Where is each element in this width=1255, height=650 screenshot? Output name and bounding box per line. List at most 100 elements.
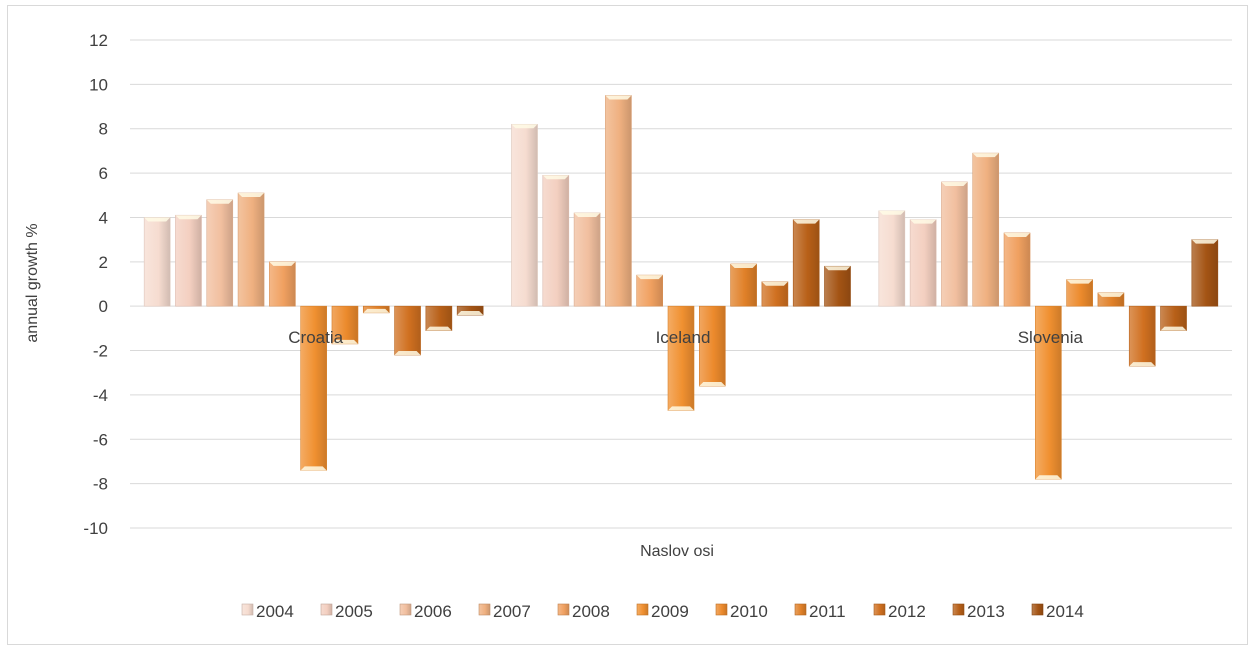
bar-cap (761, 281, 788, 286)
bar (878, 210, 906, 307)
bar-iceland-2009 (667, 305, 695, 411)
bar-slovenia-2010 (1066, 279, 1093, 307)
bar-cap (910, 219, 937, 224)
bar-cap (511, 124, 538, 129)
legend-swatch (715, 603, 728, 616)
legend-label: 2006 (414, 602, 452, 621)
bar-slovenia-2008 (1003, 232, 1031, 307)
legend-swatch (952, 603, 965, 616)
bar-cap (331, 339, 358, 344)
bar (511, 123, 538, 307)
y-tick-label: 0 (99, 297, 108, 316)
bar-cap (1066, 279, 1093, 284)
legend-label: 2014 (1046, 602, 1084, 621)
bar-cap (668, 406, 694, 411)
legend-swatch (557, 603, 570, 616)
y-tick-label: 4 (99, 208, 108, 227)
bar-croatia-2007 (237, 192, 265, 307)
legend-label: 2013 (967, 602, 1005, 621)
bar-cap (878, 210, 905, 215)
bar (573, 212, 601, 307)
legend-label: 2012 (888, 602, 926, 621)
legend-item-2014: 2014 (1031, 602, 1084, 621)
y-tick-label: 8 (99, 120, 108, 139)
legend-item-2010: 2010 (715, 602, 768, 621)
category-label: Croatia (288, 328, 343, 347)
bar-cap (824, 266, 851, 271)
legend: 2004 2005 2006 2007 2008 2009 2010 2011 2012 2013… (241, 602, 1084, 621)
legend-label: 2004 (256, 602, 294, 621)
bar-cap (144, 217, 171, 222)
bar-iceland-2014 (824, 265, 851, 307)
legend-item-2007: 2007 (478, 602, 531, 621)
bar (206, 199, 234, 307)
legend-item-2004: 2004 (241, 602, 294, 621)
bar-iceland-2012 (761, 281, 789, 307)
bar-cap (636, 275, 663, 280)
bar (1128, 305, 1156, 367)
bar-slovenia-2014 (1191, 239, 1219, 307)
bar-iceland-2008 (636, 274, 664, 307)
bar-croatia-2005 (175, 214, 202, 307)
bar-cap (574, 213, 601, 218)
y-axis-ticks: 12 10 8 6 4 2 0 -2 -4 -6 -8 -10 (83, 31, 108, 538)
category-label: Iceland (656, 328, 711, 347)
legend-label: 2007 (493, 602, 531, 621)
x-axis-title: Naslov osi (640, 543, 714, 560)
bar-cap (1004, 232, 1031, 237)
bar-cap (699, 382, 726, 387)
bar (542, 175, 570, 307)
bar (1160, 305, 1187, 331)
bar-cap (605, 95, 632, 100)
bar-cap (1129, 362, 1156, 367)
legend-swatch (399, 603, 412, 616)
legend-swatch (636, 603, 649, 616)
bar-cap (542, 175, 569, 180)
bar-croatia-2006 (206, 199, 234, 307)
legend-swatch (873, 603, 886, 616)
bar-iceland-2006 (573, 212, 601, 307)
legend-item-2005: 2005 (320, 602, 373, 621)
y-tick-label: -2 (93, 342, 108, 361)
y-tick-label: -4 (93, 386, 108, 405)
bar (605, 95, 632, 307)
bar (972, 152, 1000, 307)
bar-cap (269, 261, 296, 266)
legend-label: 2011 (809, 602, 846, 621)
bar-cap (1160, 326, 1187, 331)
bar-iceland-2005 (542, 175, 570, 307)
bar (331, 305, 359, 345)
legend-label: 2010 (730, 602, 768, 621)
bar-iceland-2010 (698, 305, 726, 387)
bar-cap (175, 215, 202, 220)
y-tick-label: 12 (89, 31, 108, 50)
legend-swatch (1031, 603, 1044, 616)
bar-iceland-2007 (605, 95, 632, 307)
bar (824, 265, 851, 307)
bar-slovenia-2007 (972, 152, 1000, 307)
bar-croatia-2010 (331, 305, 359, 345)
bar (1191, 239, 1219, 307)
bar-cap (425, 326, 452, 331)
bar-slovenia-2009 (1035, 305, 1062, 480)
bar-cap (1097, 292, 1124, 297)
bar-croatia-2009 (300, 305, 327, 471)
legend-item-2011: 2011 (794, 602, 846, 621)
bar-iceland-2011 (730, 263, 757, 307)
bar-cap (793, 219, 820, 224)
bar-cap (300, 466, 327, 471)
bar-croatia-2004 (143, 217, 171, 307)
bar (175, 214, 202, 307)
bar (269, 261, 296, 307)
y-tick-label: -6 (93, 430, 108, 449)
y-tick-label: -8 (93, 475, 108, 494)
bars (143, 95, 1219, 480)
bar (1003, 232, 1031, 307)
legend-swatch (478, 603, 491, 616)
bar (941, 181, 968, 307)
legend-swatch (241, 603, 254, 616)
y-tick-label: 10 (89, 75, 108, 94)
bar-slovenia-2006 (941, 181, 968, 307)
legend-label: 2009 (651, 602, 689, 621)
